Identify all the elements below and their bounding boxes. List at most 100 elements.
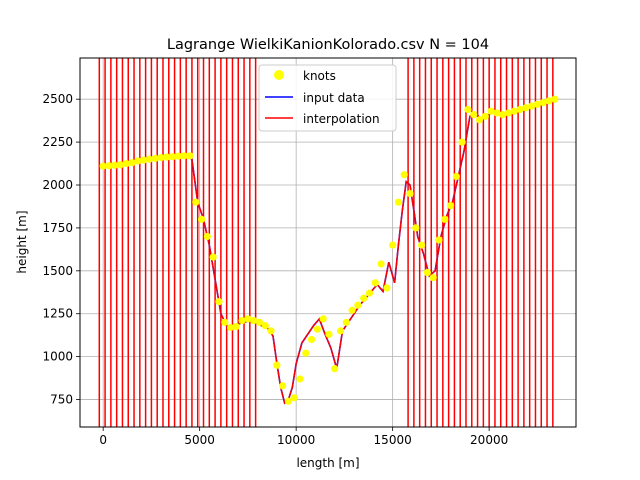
y-tick-label: 2250 — [42, 135, 73, 149]
knot-point — [423, 268, 431, 277]
legend: knots input data interpolation — [258, 64, 397, 132]
knot-point — [192, 198, 200, 206]
y-axis-label: height [m] — [15, 210, 29, 273]
knot-point — [383, 284, 391, 292]
knot-point — [493, 109, 501, 117]
knot-point — [545, 97, 553, 105]
knot-point — [418, 241, 426, 249]
knot-point — [284, 397, 293, 405]
knot-point — [151, 154, 159, 163]
knot-point — [389, 241, 397, 249]
knot-point — [400, 171, 408, 179]
knot-point — [169, 153, 177, 161]
knot-point — [365, 289, 374, 297]
knot-point — [180, 152, 188, 160]
knot-point — [464, 105, 472, 114]
legend-input-label: input data — [303, 91, 365, 105]
x-tick-label: 5000 — [184, 433, 215, 447]
knot-point — [302, 349, 310, 357]
knot-point — [313, 325, 321, 333]
knot-point — [504, 109, 513, 117]
knot-point — [325, 330, 333, 338]
legend-knots-label: knots — [303, 69, 336, 83]
knot-point — [412, 224, 420, 232]
knot-point — [134, 157, 142, 165]
knot-point — [458, 138, 466, 146]
knot-point — [105, 162, 113, 170]
knot-point — [377, 260, 385, 268]
knot-point — [244, 315, 252, 323]
knot-point — [221, 318, 229, 326]
y-tick-label: 1000 — [42, 350, 73, 364]
y-tick-label: 1750 — [42, 221, 73, 235]
knot-point — [331, 365, 339, 373]
knot-markers — [99, 95, 559, 405]
knot-point — [522, 104, 530, 112]
legend-box — [258, 64, 397, 132]
knot-point — [487, 107, 495, 115]
legend-knots-marker — [274, 70, 284, 80]
knot-point — [111, 161, 119, 169]
knot-point — [157, 153, 165, 162]
knot-point — [441, 215, 449, 223]
knot-point — [116, 161, 125, 169]
knot-point — [394, 198, 403, 206]
knot-point — [551, 95, 559, 103]
x-tick-label: 0 — [99, 433, 107, 447]
knot-point — [232, 322, 240, 331]
knot-point — [452, 172, 460, 181]
knot-point — [174, 152, 183, 160]
knot-point — [510, 107, 518, 115]
knot-point — [128, 159, 136, 167]
knot-point — [290, 394, 298, 402]
knot-point — [475, 116, 484, 124]
x-axis-ticks: 0 5000 10000 15000 20000 — [99, 427, 508, 447]
knot-point — [145, 155, 154, 163]
knot-point — [215, 298, 223, 306]
knot-point — [255, 318, 264, 326]
knot-point — [528, 102, 536, 110]
knot-point — [319, 315, 327, 323]
y-tick-label: 1500 — [42, 264, 73, 278]
legend-interp-label: interpolation — [303, 112, 380, 126]
knot-point — [140, 156, 148, 164]
knot-point — [163, 153, 171, 161]
knot-point — [203, 232, 211, 241]
plot-frame — [79, 57, 577, 428]
knot-point — [197, 215, 206, 223]
knot-point — [406, 189, 414, 198]
knot-point — [279, 382, 287, 390]
knot-point — [516, 105, 524, 114]
knot-point — [307, 335, 316, 344]
knot-point — [539, 99, 547, 107]
knot-point — [267, 327, 275, 335]
plot-area: 0 5000 10000 15000 20000 750 1000 1250 1500 1750… — [42, 57, 577, 447]
y-axis-ticks: 750 1000 1250 1500 1750 2000 2250 2500 — [42, 92, 80, 407]
plot-content — [98, 58, 559, 427]
knot-point — [99, 162, 107, 170]
knot-point — [446, 202, 455, 210]
knot-point — [296, 375, 304, 383]
knot-point — [336, 327, 345, 335]
knot-point — [348, 306, 356, 314]
x-tick-label: 15000 — [374, 433, 412, 447]
knot-point — [186, 152, 194, 160]
knot-point — [481, 112, 489, 120]
knot-point — [435, 236, 443, 244]
knot-point — [273, 361, 281, 369]
knot-point — [429, 274, 437, 282]
y-tick-label: 750 — [50, 393, 73, 407]
knot-point — [354, 301, 362, 309]
y-tick-label: 1250 — [42, 307, 73, 321]
x-tick-label: 10000 — [277, 433, 315, 447]
knot-point — [360, 294, 368, 302]
x-tick-label: 20000 — [470, 433, 508, 447]
chart-title: Lagrange WielkiKanionKolorado.csv N = 10… — [167, 37, 489, 53]
knot-point — [250, 316, 258, 325]
knot-point — [371, 279, 379, 287]
knot-point — [499, 111, 507, 119]
knot-point — [226, 323, 235, 332]
knot-point — [261, 322, 269, 330]
knot-point — [470, 111, 478, 119]
